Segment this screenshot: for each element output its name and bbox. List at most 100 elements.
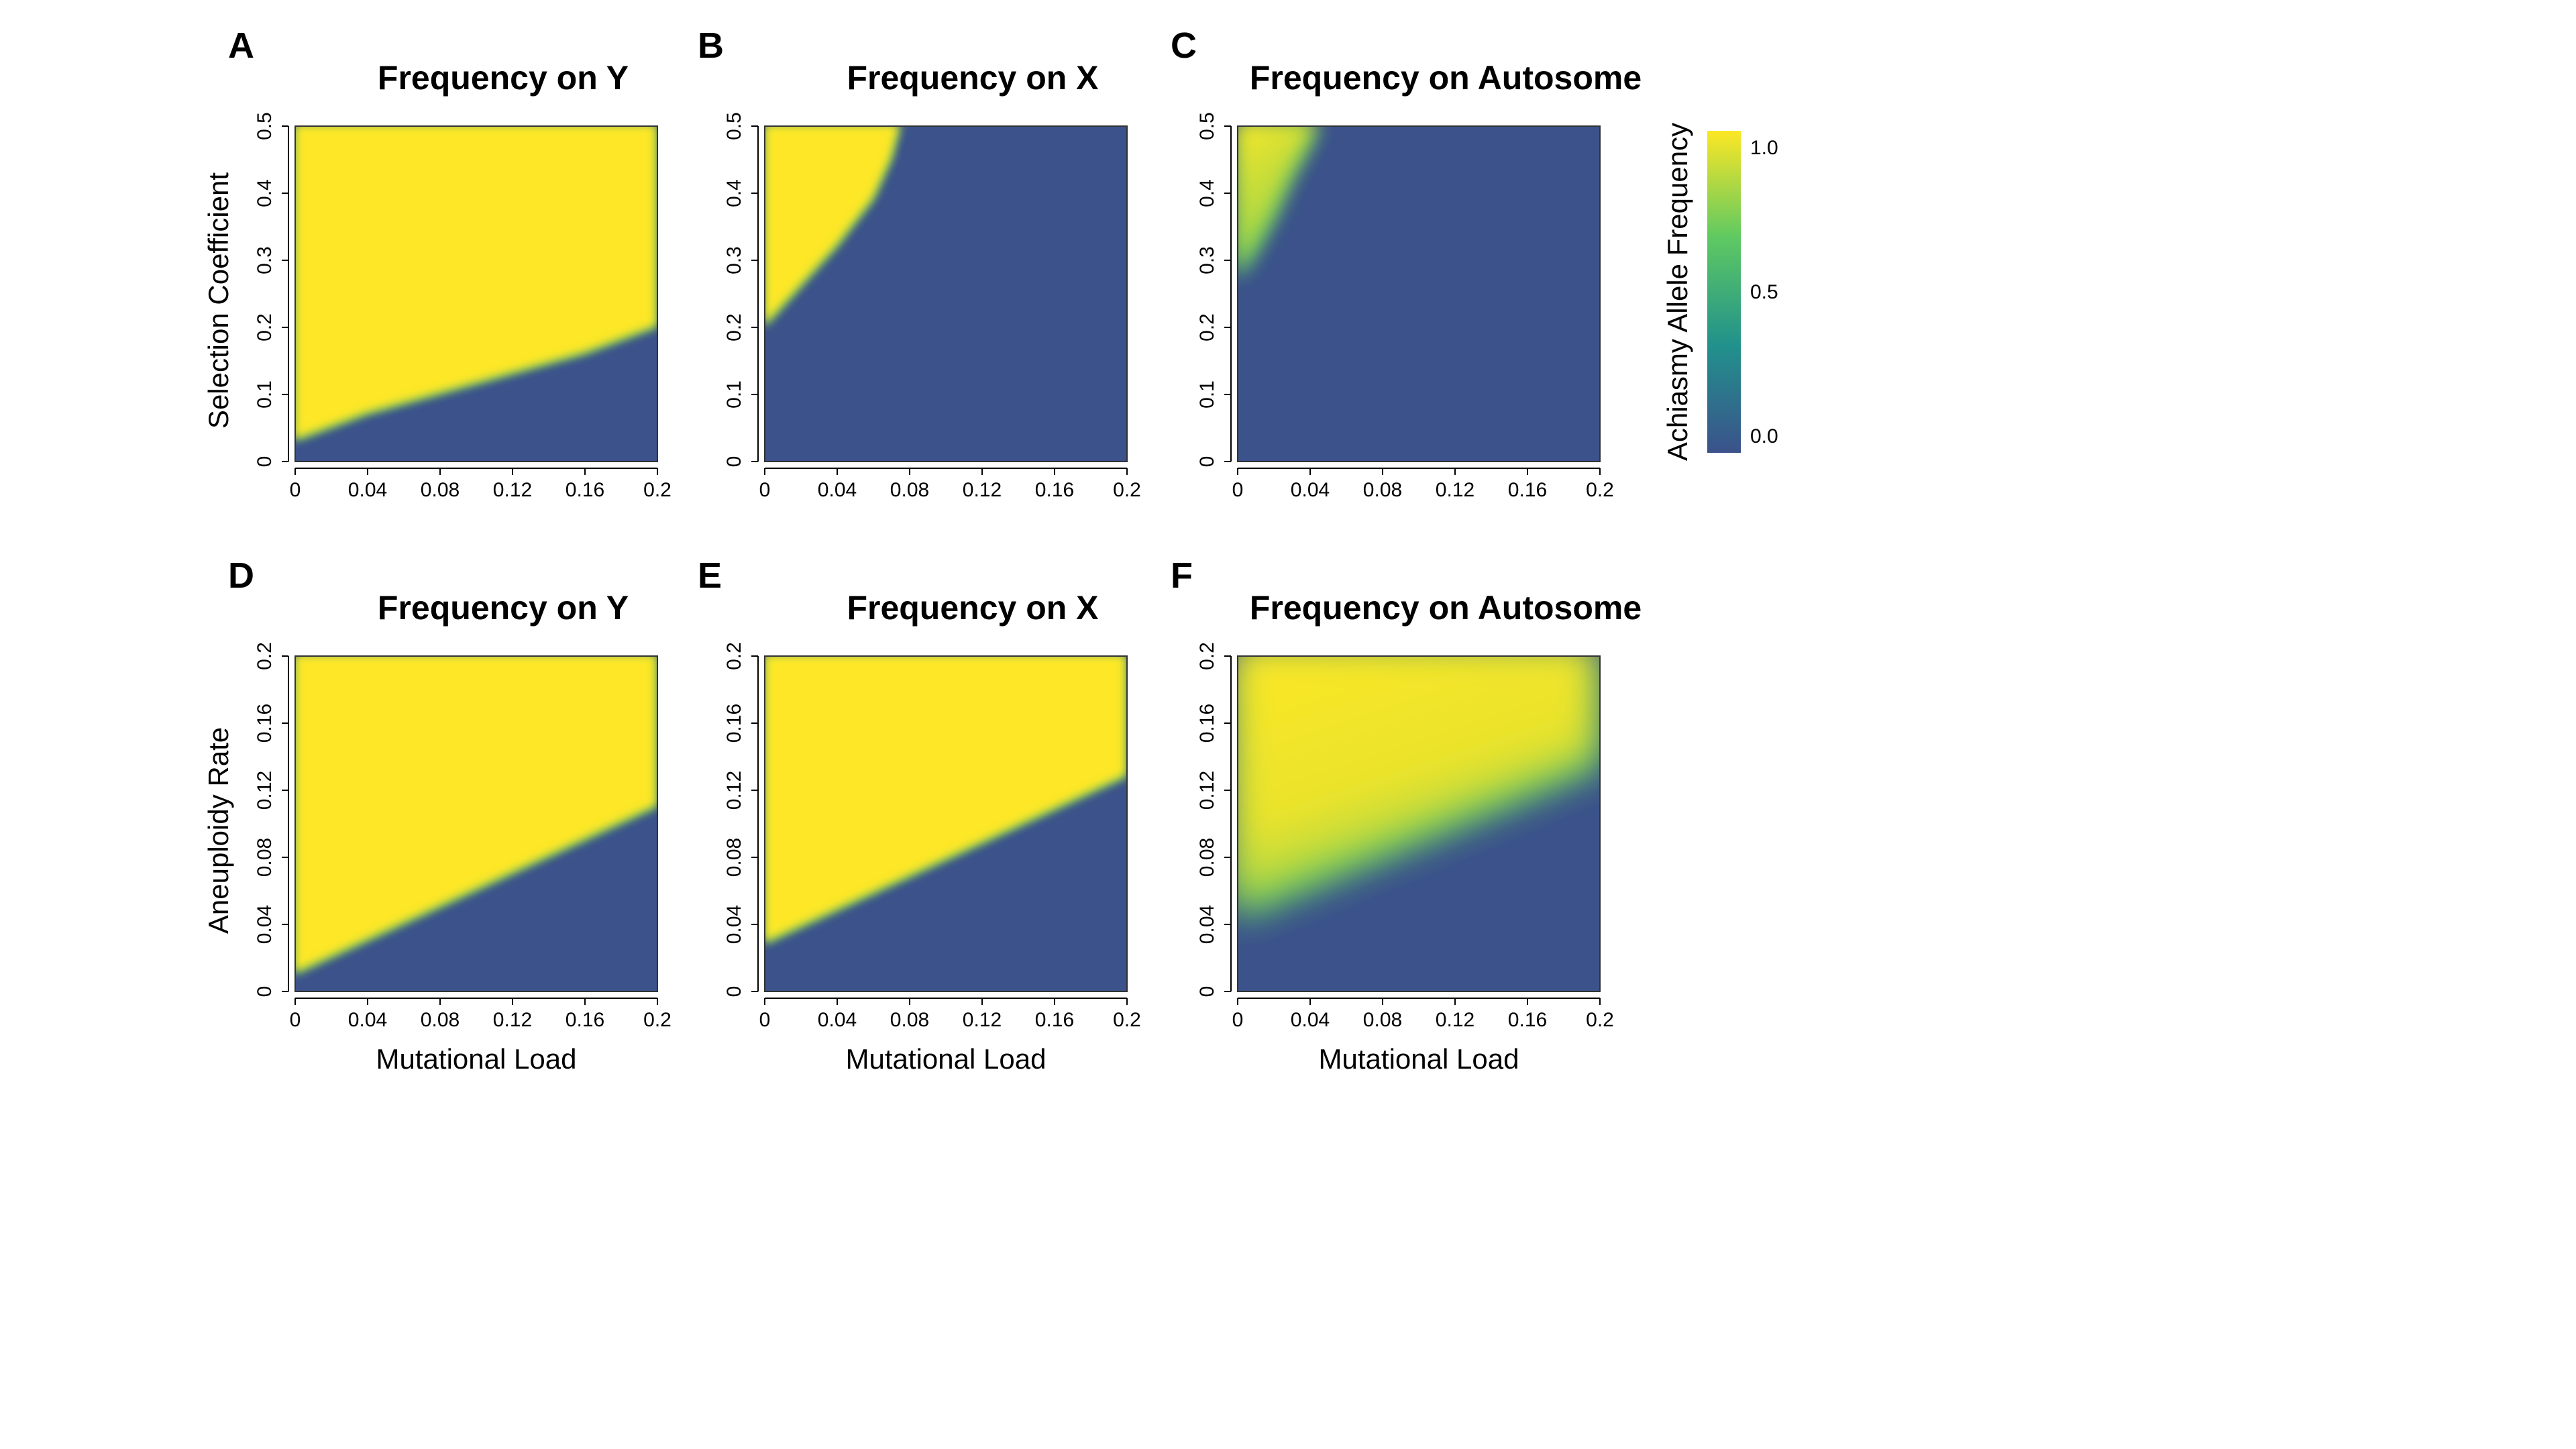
x-tick-label: 0.2 [1113, 479, 1141, 501]
plot-frame [1237, 655, 1601, 992]
panel-letter: F [1171, 555, 1193, 596]
y-axis-label: Selection Coefficient [203, 172, 234, 429]
x-tick-label: 0.16 [1508, 479, 1547, 501]
y-tick-label: 0.2 [723, 313, 745, 341]
x-tick-label: 0.2 [1586, 479, 1614, 501]
y-tick-label: 0.1 [1196, 380, 1218, 409]
x-tick-label: 0.12 [493, 1009, 532, 1031]
plot-frame [764, 125, 1128, 462]
x-axis-label: Mutational Load [846, 1043, 1046, 1075]
y-tick-label: 0.04 [254, 905, 276, 944]
panel-title: Frequency on Autosome [1250, 589, 1642, 627]
panel-letter: A [228, 25, 254, 66]
colorbar-gradient [1707, 131, 1741, 453]
y-tick-label: 0.5 [723, 112, 745, 140]
x-tick-label: 0.08 [1363, 1009, 1402, 1031]
x-tick-label: 0 [759, 1009, 771, 1031]
x-tick-label: 0.2 [643, 479, 672, 501]
panel-e: E Frequency on X 0 0.04 0.08 0.12 0.16 0.2 Mutat… [698, 555, 1141, 1075]
colorbar-tick-label: 0.0 [1750, 425, 1778, 447]
y-tick-label: 0.4 [723, 179, 745, 207]
colorbar-label: Achiasmy Allele Frequency [1662, 123, 1693, 461]
y-tick-label: 0.1 [254, 380, 276, 409]
x-tick-label: 0.08 [1363, 479, 1402, 501]
panel-letter: B [698, 25, 724, 66]
y-tick-label: 0 [254, 456, 276, 468]
y-tick-label: 0.04 [723, 905, 745, 944]
y-tick-label: 0 [723, 986, 745, 998]
y-tick-label: 0.12 [254, 771, 276, 810]
x-tick-label: 0.08 [890, 1009, 929, 1031]
heatmap-high-region [765, 126, 900, 325]
y-tick-label: 0.16 [254, 704, 276, 743]
y-tick-label: 0.08 [254, 838, 276, 877]
panel-letter: C [1171, 25, 1197, 66]
x-axis-label: Mutational Load [376, 1043, 577, 1075]
x-tick-label: 0.04 [348, 1009, 387, 1031]
x-tick-label: 0.16 [566, 479, 604, 501]
x-tick-label: 0.12 [493, 479, 532, 501]
x-tick-label: 0.12 [963, 479, 1002, 501]
x-tick-label: 0.2 [643, 1009, 672, 1031]
panel-letter: E [698, 555, 722, 596]
y-tick-label: 0.12 [1196, 771, 1218, 810]
heatmap-area [765, 126, 1127, 462]
x-tick-label: 0.12 [963, 1009, 1002, 1031]
y-tick-label: 0.12 [723, 771, 745, 810]
y-tick-label: 0.4 [254, 179, 276, 207]
panel-f: F Frequency on Autosome 0 0.04 0.08 0.12 0.16 0… [1171, 555, 1642, 1075]
plot-frame [294, 655, 658, 992]
x-tick-label: 0.04 [818, 479, 857, 501]
y-tick-label: 0 [1196, 456, 1218, 468]
x-tick-label: 0.12 [1436, 479, 1474, 501]
y-tick-label: 0 [723, 456, 745, 468]
x-tick-label: 0.08 [421, 479, 460, 501]
heatmap-area [295, 126, 657, 462]
x-tick-label: 0.04 [1291, 479, 1330, 501]
y-tick-label: 0.2 [723, 642, 745, 670]
x-tick-label: 0.12 [1436, 1009, 1474, 1031]
heatmap-area [1238, 656, 1600, 991]
heatmap-high-region [1238, 126, 1315, 272]
y-tick-label: 0.16 [723, 704, 745, 743]
y-tick-label: 0.5 [254, 112, 276, 140]
plot-frame [294, 125, 658, 462]
plot-frame [764, 655, 1128, 992]
x-tick-label: 0 [759, 479, 771, 501]
x-tick-label: 0.04 [818, 1009, 857, 1031]
x-tick-label: 0 [1232, 1009, 1244, 1031]
x-axis-label: Mutational Load [1319, 1043, 1519, 1075]
y-tick-label: 0.3 [254, 246, 276, 274]
y-tick-label: 0.2 [254, 313, 276, 341]
panel-title: Frequency on Y [378, 59, 629, 97]
x-tick-label: 0.16 [566, 1009, 604, 1031]
y-tick-label: 0.08 [723, 838, 745, 877]
colorbar-tick-label: 1.0 [1750, 137, 1778, 159]
heatmap-low-region [1238, 126, 1600, 462]
heatmap-high-region [295, 126, 657, 439]
x-tick-label: 0.16 [1035, 479, 1074, 501]
panel-title: Frequency on Y [378, 589, 629, 627]
y-tick-label: 0.2 [1196, 313, 1218, 341]
y-tick-label: 0.5 [1196, 112, 1218, 140]
colorbar: 0.0 0.5 1.0 Achiasmy Allele Frequency [1662, 123, 1778, 461]
y-tick-label: 0.2 [1196, 642, 1218, 670]
panels: A Frequency on Y 0 0.04 0.08 0.12 0.16 0.2 0 0.1 0… [203, 25, 1642, 1075]
panel-a: A Frequency on Y 0 0.04 0.08 0.12 0.16 0.2 0 0.1 0… [203, 25, 672, 501]
panel-d: D Frequency on Y 0 0.04 0.08 0.12 0.16 0.2 Mutat… [203, 555, 672, 1075]
y-axis-label: Aneuploidy Rate [203, 727, 234, 934]
x-tick-label: 0.2 [1113, 1009, 1141, 1031]
x-tick-label: 0.16 [1035, 1009, 1074, 1031]
x-tick-label: 0.08 [421, 1009, 460, 1031]
panel-letter: D [228, 555, 254, 596]
x-tick-label: 0.16 [1508, 1009, 1547, 1031]
heatmap-high-region [765, 656, 1126, 943]
panel-title: Frequency on X [847, 589, 1098, 627]
heatmap-high-region [295, 656, 657, 973]
x-tick-label: 0.04 [348, 479, 387, 501]
y-tick-label: 0.04 [1196, 905, 1218, 944]
colorbar-tick-label: 0.5 [1750, 281, 1778, 303]
panel-c: C Frequency on Autosome 0 0.04 0.08 0.12 0.16 0… [1171, 25, 1642, 501]
x-tick-label: 0.04 [1291, 1009, 1330, 1031]
